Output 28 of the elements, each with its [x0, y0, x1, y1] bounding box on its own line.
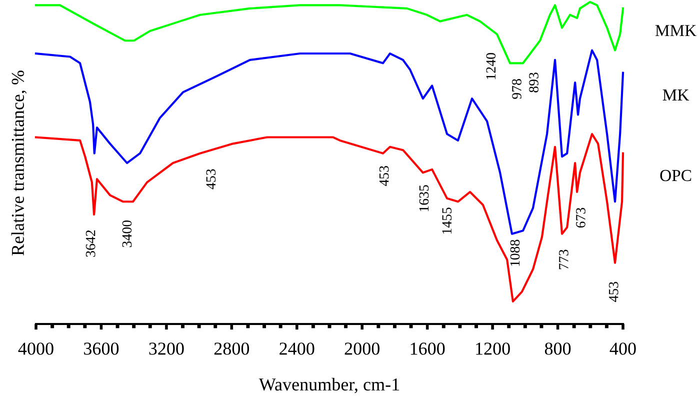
x-tick-label: 400 — [610, 342, 636, 355]
x-tick-label: 800 — [544, 342, 571, 355]
annotation: 3642 — [86, 230, 96, 257]
x-tick-label: 3200 — [149, 342, 184, 355]
x-tick-label: 2400 — [280, 342, 314, 355]
annotation: 773 — [559, 250, 568, 270]
x-tick-label: 3600 — [84, 342, 119, 355]
annotation: 1455 — [442, 208, 452, 234]
x-tick-label: 2000 — [344, 342, 380, 355]
annotation: 453 — [608, 282, 618, 302]
annotation: 673 — [576, 208, 586, 228]
y-axis-title: Relative transmittance, % — [11, 70, 27, 256]
annotation: 978 — [512, 79, 522, 99]
annotation: 453 — [206, 169, 216, 190]
annotation: 453 — [379, 166, 389, 186]
annotation: 893 — [529, 72, 538, 92]
x-axis-title: Wavenumber, cm-1 — [258, 378, 400, 394]
x-tick-label: 1600 — [410, 342, 445, 355]
text: OPC — [660, 170, 692, 182]
annotation: 3400 — [122, 220, 132, 248]
x-tick-label: 1200 — [476, 342, 510, 355]
text: MK — [662, 90, 690, 100]
annotation: 1088 — [510, 240, 520, 266]
annotation: 1240 — [486, 53, 496, 80]
x-tick-label: 2800 — [214, 342, 250, 355]
annotation: 1635 — [419, 185, 429, 212]
x-tick-label: 4000 — [18, 342, 54, 355]
text: MMK — [655, 25, 696, 36]
